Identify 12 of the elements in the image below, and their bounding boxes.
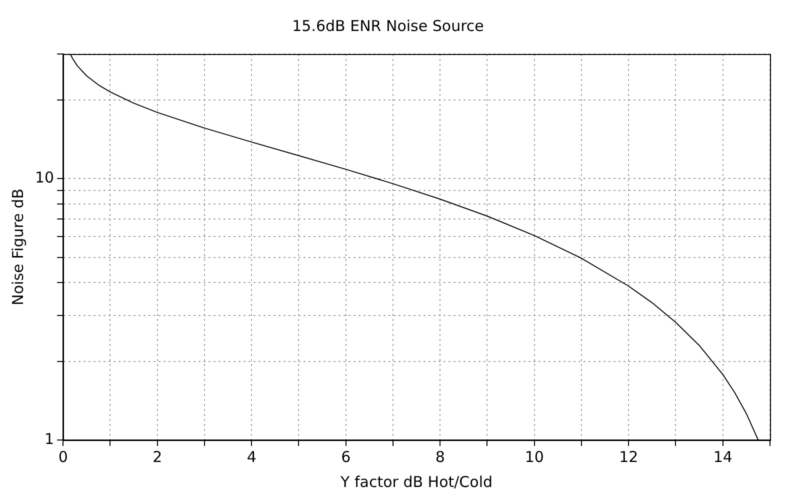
x-tick-label: 12 [619, 448, 638, 466]
x-tick-label: 0 [58, 448, 68, 466]
y-tick-label: 1 [44, 430, 54, 448]
x-tick-label: 8 [435, 448, 445, 466]
y-axis-title: Noise Figure dB [8, 188, 27, 306]
chart-title: 15.6dB ENR Noise Source [292, 16, 484, 35]
x-tick-label: 4 [246, 448, 256, 466]
x-tick-label: 10 [524, 448, 544, 466]
x-tick-label: 6 [341, 448, 351, 466]
x-tick-label: 2 [152, 448, 162, 466]
x-axis-title: Y factor dB Hot/Cold [340, 472, 493, 491]
x-tick-label: 14 [713, 448, 732, 466]
